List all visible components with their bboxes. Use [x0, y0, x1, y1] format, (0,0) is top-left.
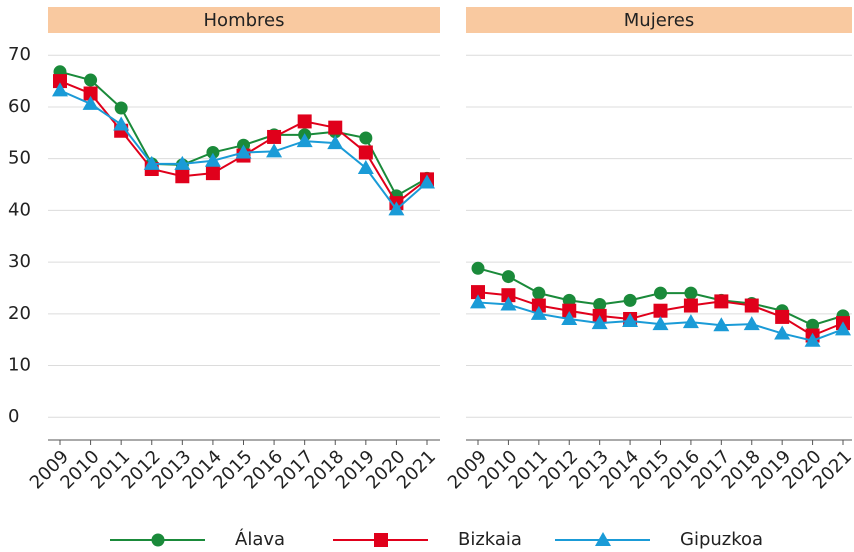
y-tick-label: 60 — [8, 96, 31, 117]
y-tick-label: 10 — [8, 355, 31, 376]
marker — [684, 286, 698, 300]
marker — [53, 74, 67, 89]
marker — [374, 533, 388, 547]
marker — [531, 298, 546, 313]
marker — [358, 145, 373, 160]
marker — [595, 532, 611, 546]
y-tick-label: 30 — [8, 251, 31, 272]
marker — [806, 318, 820, 332]
legend-label: Álava — [235, 528, 285, 550]
marker — [82, 95, 99, 110]
marker — [501, 288, 516, 303]
marker — [205, 166, 220, 181]
marker — [296, 133, 313, 148]
marker — [470, 294, 486, 309]
marker — [175, 169, 190, 184]
marker — [652, 316, 669, 331]
panel-title: Hombres — [204, 10, 285, 31]
marker — [151, 533, 165, 547]
marker — [561, 310, 578, 325]
legend-label: Gipuzkoa — [680, 529, 763, 550]
marker — [532, 286, 546, 300]
marker — [654, 286, 667, 300]
y-tick-label: 40 — [8, 199, 31, 220]
marker — [235, 144, 252, 159]
marker — [206, 145, 220, 159]
marker — [683, 298, 698, 313]
y-tick-label: 0 — [8, 406, 19, 427]
marker — [297, 114, 312, 129]
marker — [83, 86, 98, 101]
marker — [774, 325, 791, 340]
marker — [835, 321, 851, 336]
marker — [775, 309, 790, 324]
marker — [623, 293, 637, 307]
panel-header — [48, 7, 440, 33]
marker — [713, 317, 730, 332]
marker — [113, 116, 130, 131]
marker — [714, 294, 729, 309]
y-tick-label: 70 — [8, 44, 31, 65]
y-tick-label: 50 — [8, 148, 31, 169]
marker — [388, 201, 405, 216]
panel-title: Mujeres — [624, 10, 694, 31]
marker — [52, 82, 68, 97]
marker — [744, 298, 759, 313]
panel-header — [466, 7, 852, 33]
marker — [174, 155, 191, 170]
marker — [501, 270, 515, 284]
marker — [500, 296, 517, 311]
marker — [804, 332, 821, 347]
marker — [591, 315, 608, 330]
marker — [622, 313, 639, 328]
marker — [562, 303, 577, 318]
marker — [419, 174, 435, 189]
marker — [359, 131, 373, 145]
marker — [471, 261, 485, 275]
marker — [84, 73, 98, 87]
marker — [562, 293, 576, 307]
marker — [653, 303, 668, 318]
marker — [327, 135, 344, 150]
marker — [593, 298, 607, 312]
marker — [266, 143, 283, 158]
marker — [530, 305, 547, 320]
marker — [267, 129, 282, 144]
y-tick-label: 20 — [8, 303, 31, 324]
marker — [328, 120, 343, 135]
marker — [743, 316, 760, 331]
marker — [682, 314, 699, 329]
marker — [471, 285, 485, 300]
marker — [114, 101, 128, 115]
legend-label: Bizkaia — [458, 529, 522, 550]
marker — [204, 152, 221, 167]
marker — [357, 159, 374, 174]
marker — [143, 155, 160, 170]
